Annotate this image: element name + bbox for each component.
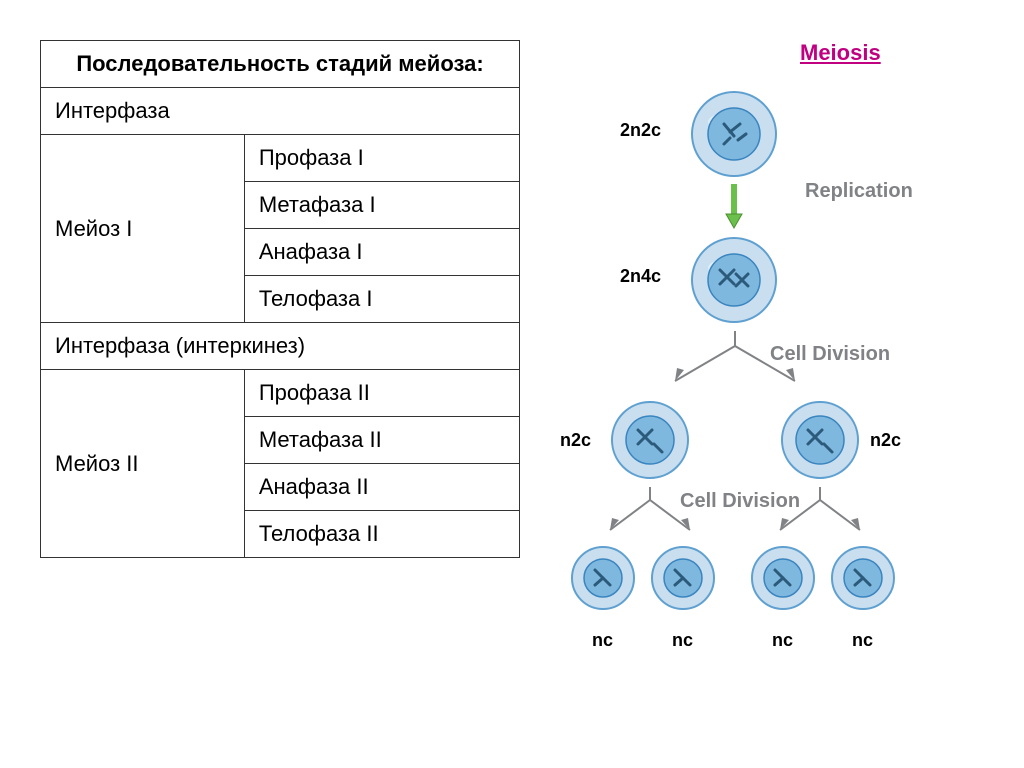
row-m2-telophase: Телофаза II (244, 511, 519, 558)
row-interphase: Интерфаза (41, 88, 520, 135)
label-2n2c: 2n2c (620, 120, 661, 141)
stages-table-wrap: Последовательность стадий мейоза: Интерф… (40, 40, 520, 748)
cell-2n4c (690, 236, 778, 324)
label-n2c-right: n2c (870, 430, 901, 451)
cell-2n2c (690, 90, 778, 178)
cell-nc-2 (650, 545, 716, 611)
table-header: Последовательность стадий мейоза: (41, 41, 520, 88)
label-division1: Cell Division (770, 343, 890, 366)
label-2n4c: 2n4c (620, 266, 661, 287)
row-m1-prophase: Профаза I (244, 135, 519, 182)
diagram-title: Meiosis (800, 40, 881, 66)
cell-nc-3 (750, 545, 816, 611)
stages-table: Последовательность стадий мейоза: Интерф… (40, 40, 520, 558)
green-arrow-icon (724, 182, 744, 230)
label-nc-1: nc (592, 630, 613, 651)
cell-nc-4 (830, 545, 896, 611)
row-m1-telophase: Телофаза I (244, 276, 519, 323)
label-replication: Replication (805, 180, 913, 203)
cell-n2c-right (780, 400, 860, 480)
label-nc-2: nc (672, 630, 693, 651)
cell-nc-1 (570, 545, 636, 611)
row-meiosis1-label: Мейоз I (41, 135, 245, 323)
row-m2-metaphase: Метафаза II (244, 417, 519, 464)
label-nc-4: nc (852, 630, 873, 651)
meiosis-diagram: 2n2c Replication 2n4c (520, 70, 1004, 750)
label-n2c-left: n2c (560, 430, 591, 451)
row-m2-prophase: Профаза II (244, 370, 519, 417)
row-m1-metaphase: Метафаза I (244, 182, 519, 229)
row-m1-anaphase: Анафаза I (244, 229, 519, 276)
row-m2-anaphase: Анафаза II (244, 464, 519, 511)
cell-n2c-left (610, 400, 690, 480)
row-meiosis2-label: Мейоз II (41, 370, 245, 558)
row-interkinesis: Интерфаза (интеркинез) (41, 323, 520, 370)
label-division2: Cell Division (680, 490, 800, 513)
label-nc-3: nc (772, 630, 793, 651)
